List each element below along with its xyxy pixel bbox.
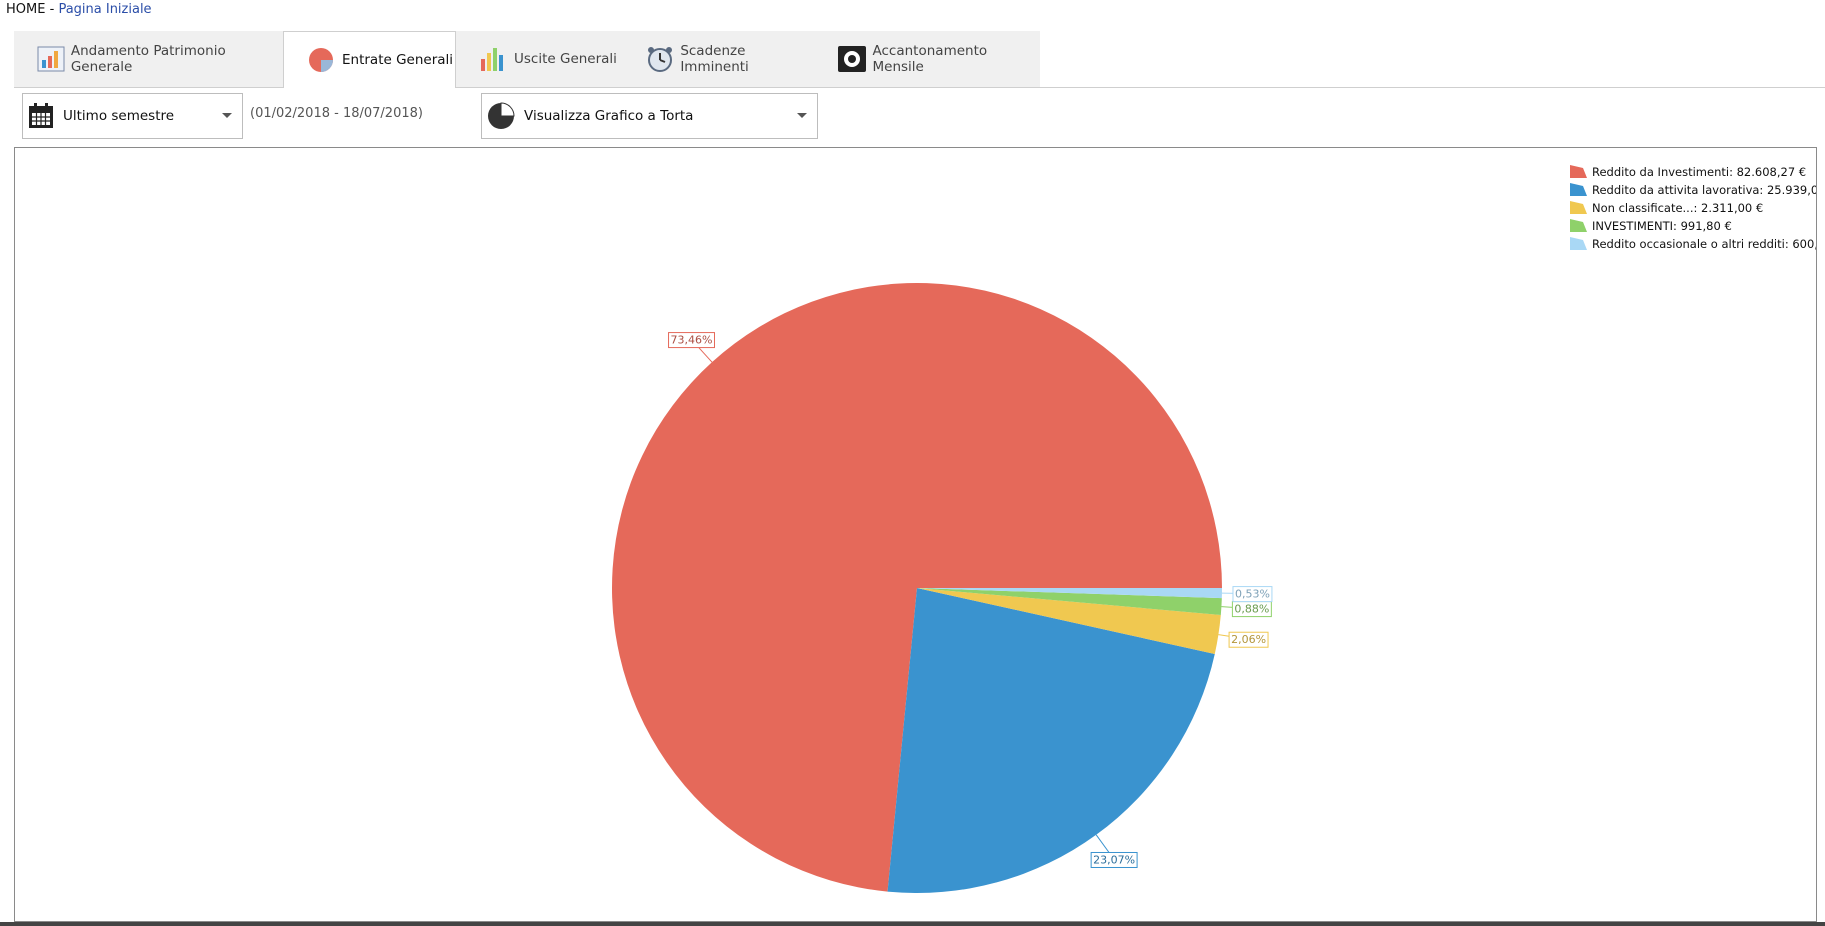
legend-swatch (1570, 165, 1587, 178)
tab[interactable]: Uscite Generali (456, 31, 623, 87)
legend-label: Reddito da attivita lavorativa: 25.939,0… (1592, 183, 1816, 197)
status-bar (0, 922, 1825, 926)
select-label: Ultimo semestre (63, 108, 175, 124)
legend-label: Reddito da Investimenti: 82.608,27 € (1592, 165, 1806, 179)
tab-icon (37, 46, 65, 72)
chart-panel: 73,46% 23,07% 2,06% 0,88% 0,53% Reddito da In… (14, 147, 1825, 922)
tab-label: Uscite Generali (514, 51, 617, 67)
calendar-icon (29, 103, 53, 128)
legend-swatch (1570, 237, 1587, 250)
data-label: 23,07% (1093, 853, 1135, 866)
breadcrumb-page[interactable]: Pagina Iniziale (58, 2, 152, 17)
chart-mode-select[interactable]: Visualizza Grafico a Torta (481, 93, 818, 139)
tab-icon (309, 48, 333, 72)
data-label: 0,53% (1235, 588, 1270, 601)
dropdown-caret (797, 113, 807, 118)
period-select[interactable]: Ultimo semestre (22, 93, 243, 139)
tab[interactable]: Scadenze Imminenti (623, 31, 815, 87)
label-box (1232, 586, 1273, 603)
legend-swatch (1570, 183, 1587, 196)
data-label: 0,88% (1234, 603, 1269, 616)
tab-icon (838, 46, 866, 72)
tab-icon (648, 47, 672, 72)
tab[interactable]: Accantonamento Mensile (815, 31, 1040, 87)
tab[interactable]: Andamento Patrimonio Generale (14, 31, 283, 87)
tab-label: Scadenze Imminenti (680, 43, 749, 75)
pie-slice (887, 588, 1215, 893)
pie-slice (612, 283, 1222, 892)
label-box (668, 332, 715, 349)
tab-bar (14, 31, 1040, 87)
tab-divider (14, 87, 1825, 88)
select-label: Visualizza Grafico a Torta (524, 108, 694, 124)
legend-label: Non classificate...: 2.311,00 € (1592, 201, 1763, 215)
label-box (1090, 851, 1138, 868)
dropdown-caret (222, 113, 232, 118)
breadcrumb-separator: - (49, 2, 55, 17)
tab-icon (481, 48, 503, 71)
legend-label: Reddito occasionale o altri redditi: 600… (1592, 237, 1816, 251)
data-label: 2,06% (1231, 633, 1266, 646)
pie-slice (917, 588, 1221, 654)
legend-swatch (1570, 219, 1587, 232)
tab-label: Entrate Generali (342, 52, 454, 68)
label-box (1228, 631, 1269, 648)
tab-label: Andamento Patrimonio Generale (70, 43, 226, 75)
tab[interactable]: Entrate Generali (283, 31, 456, 88)
pie-slice (917, 588, 1222, 599)
legend-swatch (1570, 201, 1587, 214)
pie-icon (488, 102, 515, 129)
tab-label: Accantonamento Mensile (872, 43, 988, 75)
pie-slice (917, 588, 1222, 615)
chart: 73,46% 23,07% 2,06% 0,88% 0,53% Reddito da In… (612, 165, 1825, 893)
legend-label: INVESTIMENTI: 991,80 € (1592, 219, 1732, 233)
breadcrumb-home[interactable]: HOME (6, 2, 46, 17)
breadcrumb: HOME - Pagina Iniziale (6, 2, 152, 17)
data-label: 73,46% (671, 334, 713, 347)
date-range: (01/02/2018 - 18/07/2018) (250, 106, 423, 121)
